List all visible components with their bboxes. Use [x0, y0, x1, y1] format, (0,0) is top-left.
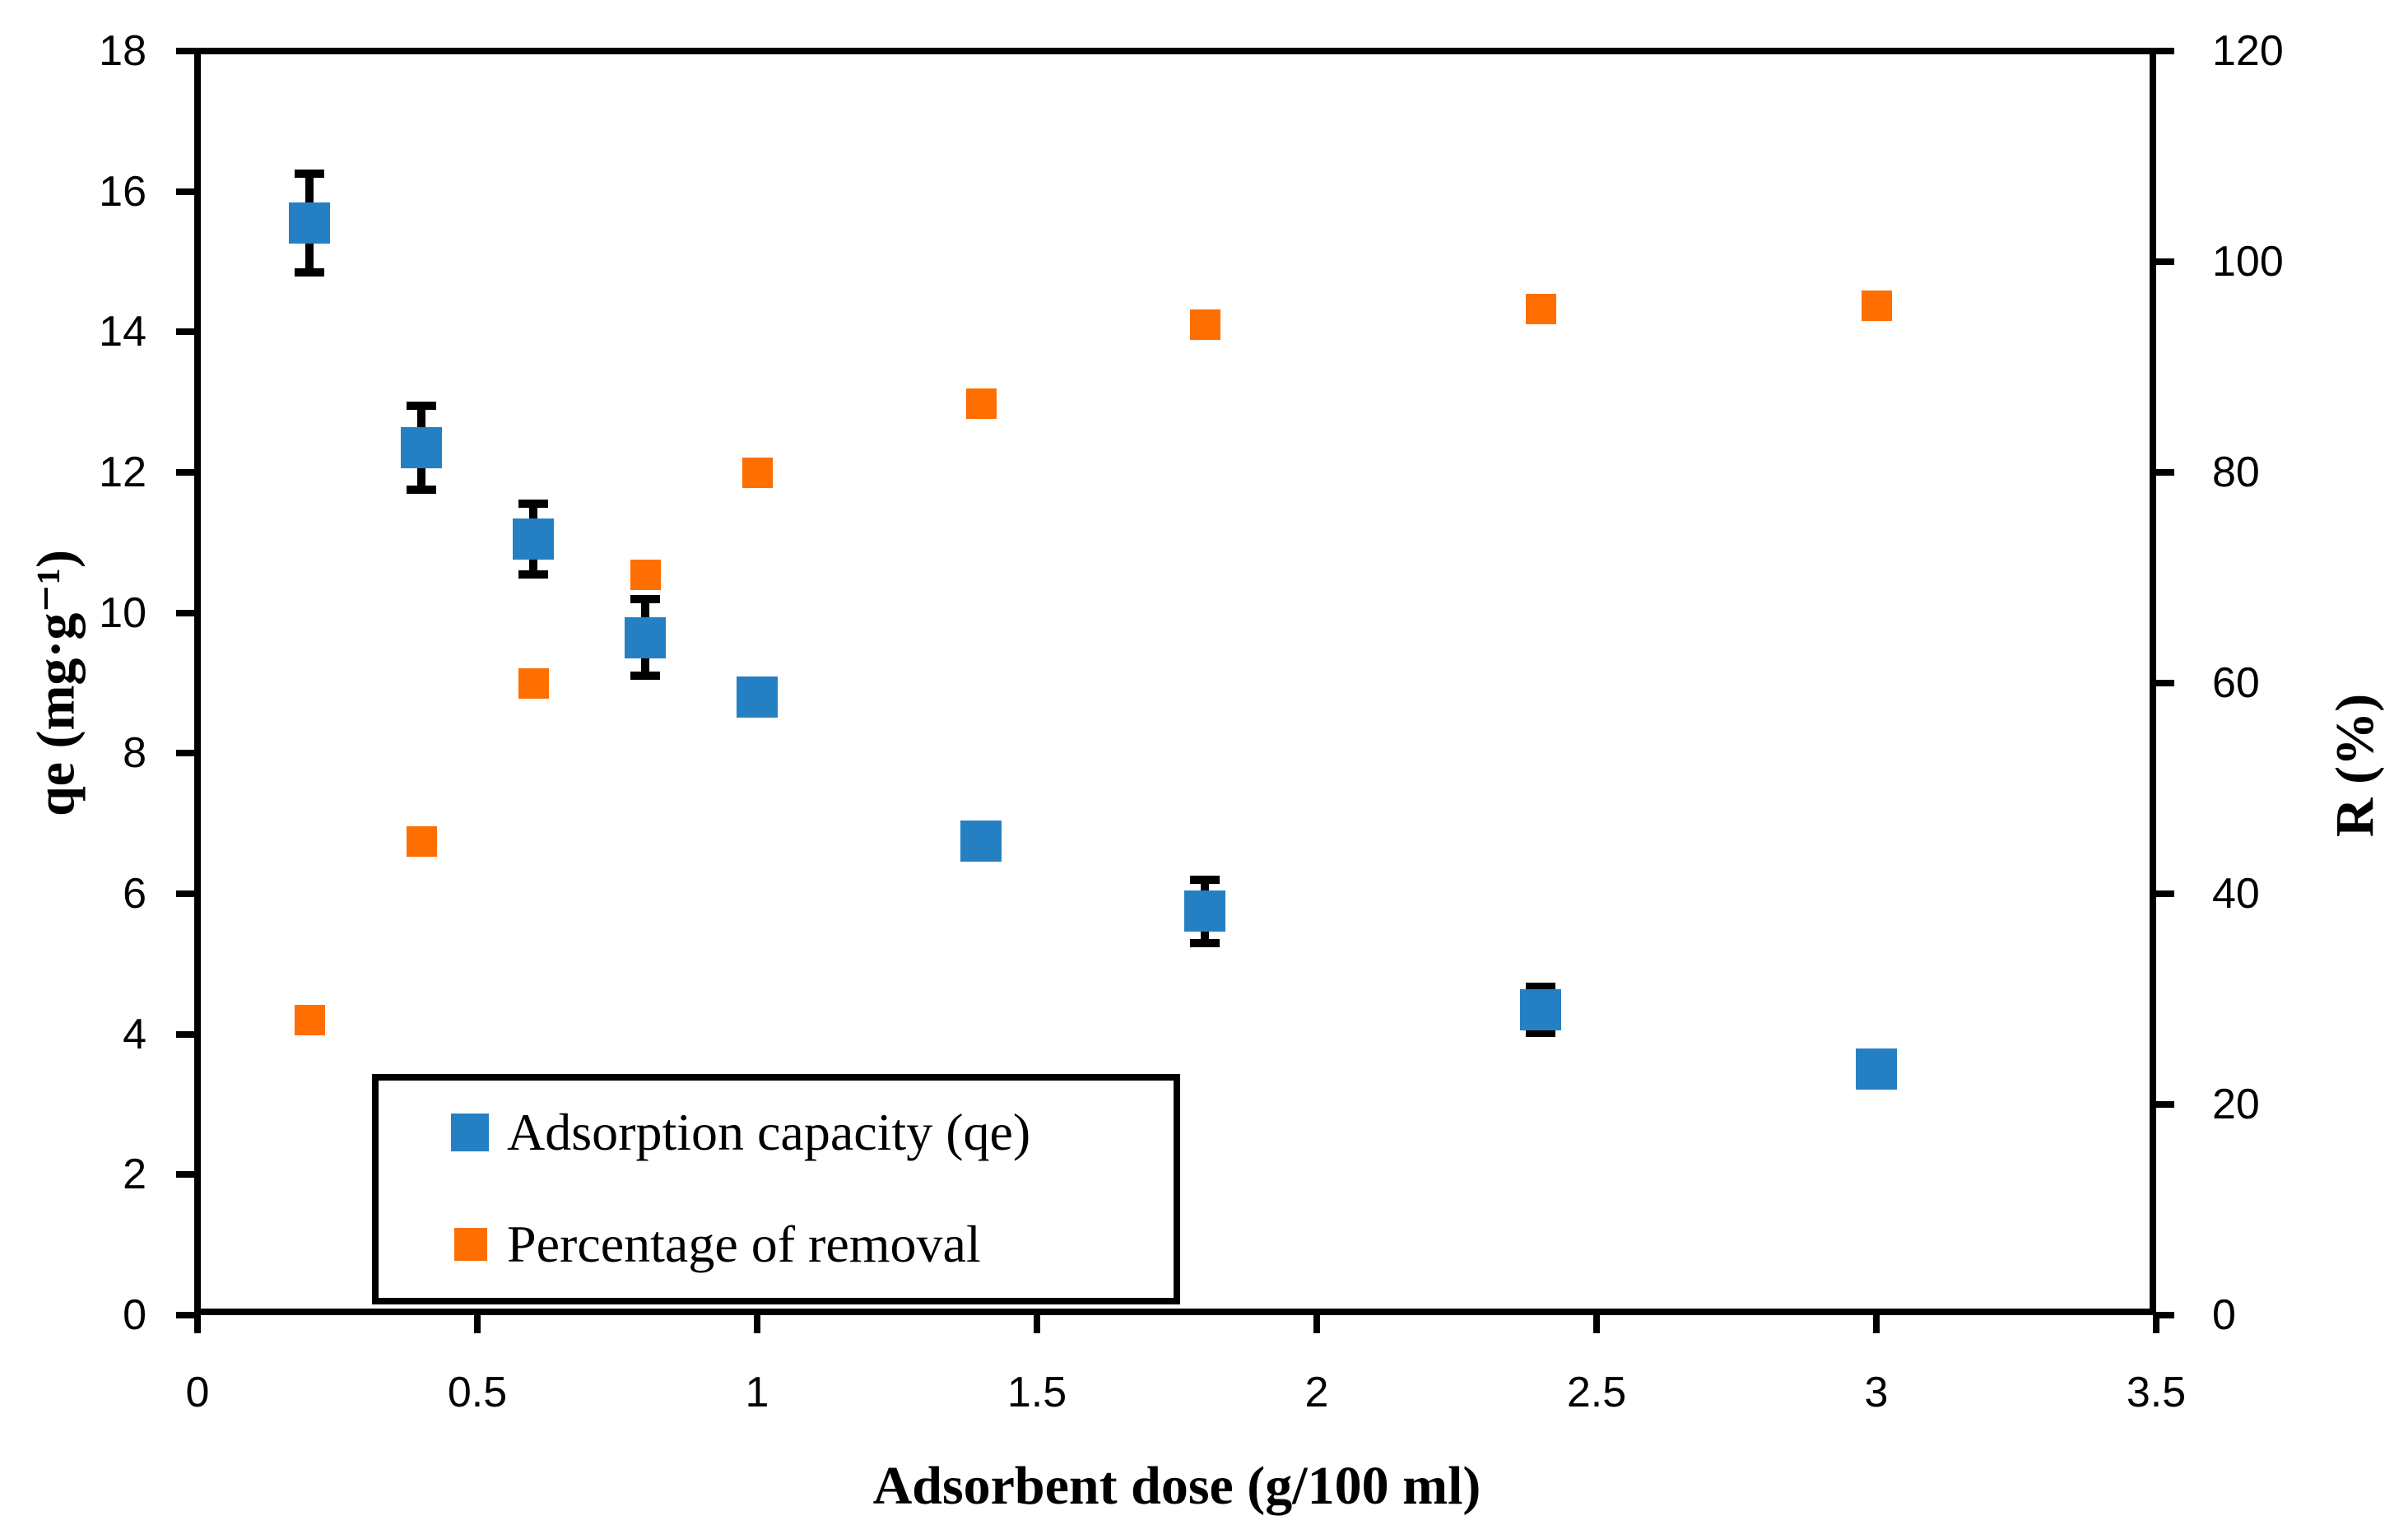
left-y-axis-tick-label: 6 [123, 870, 146, 918]
error-bar-cap-bottom [1190, 938, 1220, 947]
right-y-axis-tick [2156, 890, 2174, 897]
qe-data-point [513, 518, 554, 560]
right-y-axis-title: R (%) [2325, 693, 2385, 838]
error-bar-cap-top [295, 170, 324, 179]
left-y-axis-tick [176, 750, 194, 757]
x-axis-tick [194, 1315, 201, 1333]
right-y-axis-tick [2156, 48, 2174, 54]
error-bar-cap-top [407, 401, 436, 410]
left-y-axis-tick [176, 188, 194, 195]
left-y-axis-tick-label: 16 [99, 167, 146, 216]
right-y-axis-tick [2156, 469, 2174, 476]
error-bar-cap-bottom [1526, 1028, 1555, 1037]
x-axis-tick-label: 1 [745, 1369, 769, 1416]
qe-data-point [289, 202, 330, 244]
right-y-axis-tick-label: 80 [2212, 449, 2260, 496]
qe-data-point [625, 616, 666, 658]
left-y-axis-tick [176, 48, 194, 54]
removal-data-point [965, 388, 997, 420]
error-bar-cap-top [1190, 875, 1220, 884]
left-y-axis-tick-label: 18 [99, 27, 146, 75]
left-y-axis-tick-label: 2 [123, 1151, 146, 1199]
error-bar-cap-bottom [630, 672, 660, 681]
removal-data-point [1861, 291, 1892, 322]
x-axis-tick-label: 3.5 [2126, 1369, 2187, 1416]
error-bar-cap-bottom [518, 570, 548, 579]
right-y-axis-tick [2156, 258, 2174, 265]
right-y-axis-tick-label: 40 [2212, 870, 2260, 918]
left-y-axis-tick [176, 1030, 194, 1038]
left-y-axis-tick [176, 328, 194, 336]
left-y-axis-tick-label: 0 [123, 1291, 146, 1339]
qe-data-point [737, 676, 778, 718]
left-y-axis-tick [176, 609, 194, 616]
error-bar-cap-bottom [295, 267, 324, 277]
qe-data-point [1184, 890, 1225, 932]
right-y-axis-tick-label: 0 [2212, 1291, 2236, 1339]
left-y-axis-tick-label: 14 [99, 308, 146, 356]
right-y-axis-tick-label: 120 [2212, 27, 2284, 75]
removal-data-point [630, 559, 661, 590]
x-axis-tick [754, 1315, 760, 1333]
x-axis-title: Adsorbent dose (g/100 ml) [872, 1456, 1481, 1516]
error-bar-cap-bottom [407, 486, 436, 495]
x-axis-tick-label: 1.5 [1006, 1369, 1067, 1416]
error-bar-cap-top [630, 594, 660, 603]
removal-data-point [1525, 294, 1556, 325]
removal-data-point [1189, 309, 1220, 341]
right-y-axis-tick-label: 100 [2212, 238, 2284, 286]
removal-data-point [741, 457, 773, 488]
legend-swatch-percentage-removal [454, 1228, 487, 1261]
legend: Adsorption capacity (qe) Percentage of r… [372, 1074, 1180, 1304]
x-axis-tick [1593, 1315, 1600, 1333]
right-y-axis-tick-label: 20 [2212, 1081, 2260, 1128]
x-axis-tick-label: 2 [1304, 1369, 1329, 1416]
left-y-axis-tick [176, 1312, 194, 1318]
left-y-axis-tick [176, 890, 194, 897]
right-y-axis-tick [2156, 680, 2174, 686]
x-axis-tick-label: 0.5 [447, 1369, 508, 1416]
legend-swatch-adsorption-capacity [451, 1114, 489, 1151]
x-axis-tick-label: 3 [1864, 1369, 1889, 1416]
right-y-axis-tick [2156, 1312, 2174, 1318]
qe-data-point [401, 427, 442, 469]
removal-data-point [406, 825, 437, 857]
x-axis-tick-label: 0 [185, 1369, 210, 1416]
qe-data-point [1520, 988, 1561, 1030]
right-y-axis-tick [2156, 1101, 2174, 1108]
x-axis-tick [1873, 1315, 1880, 1333]
x-axis-tick [474, 1315, 481, 1333]
x-axis-tick [1034, 1315, 1040, 1333]
left-y-axis-tick-label: 4 [123, 1010, 146, 1058]
error-bar-cap-top [518, 500, 548, 509]
removal-data-point [294, 1005, 325, 1036]
legend-label-adsorption-capacity: Adsorption capacity (qe) [507, 1103, 1031, 1161]
removal-data-point [518, 667, 549, 699]
qe-data-point [960, 821, 1002, 862]
left-y-axis-tick-label: 8 [123, 729, 146, 778]
x-axis-tick [1313, 1315, 1320, 1333]
right-y-axis-tick-label: 60 [2212, 659, 2260, 707]
x-axis-tick-label: 2.5 [1566, 1369, 1627, 1416]
left-y-axis-tick [176, 1171, 194, 1179]
qe-data-point [1856, 1048, 1897, 1090]
left-y-axis-tick-label: 10 [99, 588, 146, 637]
x-axis-tick [2153, 1315, 2159, 1333]
error-bar-cap-top [1526, 982, 1555, 991]
left-y-axis-tick [176, 469, 194, 476]
left-y-axis-tick-label: 12 [99, 449, 146, 496]
legend-label-percentage-removal: Percentage of removal [507, 1215, 981, 1273]
